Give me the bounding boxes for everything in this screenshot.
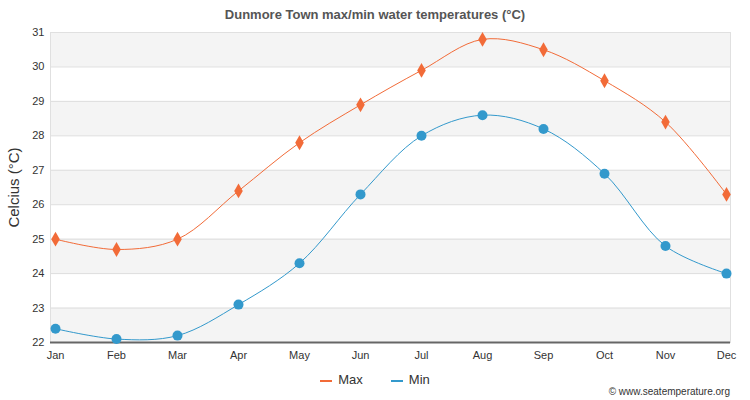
- svg-text:Jul: Jul: [414, 349, 428, 361]
- svg-text:30: 30: [32, 60, 44, 72]
- svg-text:Dec: Dec: [717, 349, 737, 361]
- svg-text:25: 25: [32, 233, 44, 245]
- svg-text:Sep: Sep: [534, 349, 554, 361]
- svg-text:27: 27: [32, 164, 44, 176]
- svg-text:Jan: Jan: [47, 349, 65, 361]
- svg-text:Celcius (°C): Celcius (°C): [5, 147, 22, 227]
- html-text:Min: Min: [408, 372, 430, 387]
- svg-text:28: 28: [32, 129, 44, 141]
- svg-text:May: May: [289, 349, 310, 361]
- svg-text:Oct: Oct: [596, 349, 613, 361]
- html-text:Dunmore Town max/min water tem: Dunmore Town max/min water temperatures …: [224, 7, 526, 22]
- svg-text:Nov: Nov: [656, 349, 676, 361]
- svg-text:Mar: Mar: [168, 349, 187, 361]
- html-text:© www.seatemperature.org: © www.seatemperature.org: [608, 386, 730, 397]
- svg-text:29: 29: [32, 95, 44, 107]
- svg-text:31: 31: [32, 28, 44, 38]
- svg-text:Jun: Jun: [352, 349, 370, 361]
- svg-text:Feb: Feb: [107, 349, 126, 361]
- svg-text:26: 26: [32, 198, 44, 210]
- svg-text:Aug: Aug: [473, 349, 493, 361]
- svg-text:24: 24: [32, 267, 44, 279]
- svg-text:Apr: Apr: [230, 349, 247, 361]
- html-text:Max: Max: [338, 372, 363, 387]
- svg-text:23: 23: [32, 302, 44, 314]
- svg-text:22: 22: [32, 336, 44, 348]
